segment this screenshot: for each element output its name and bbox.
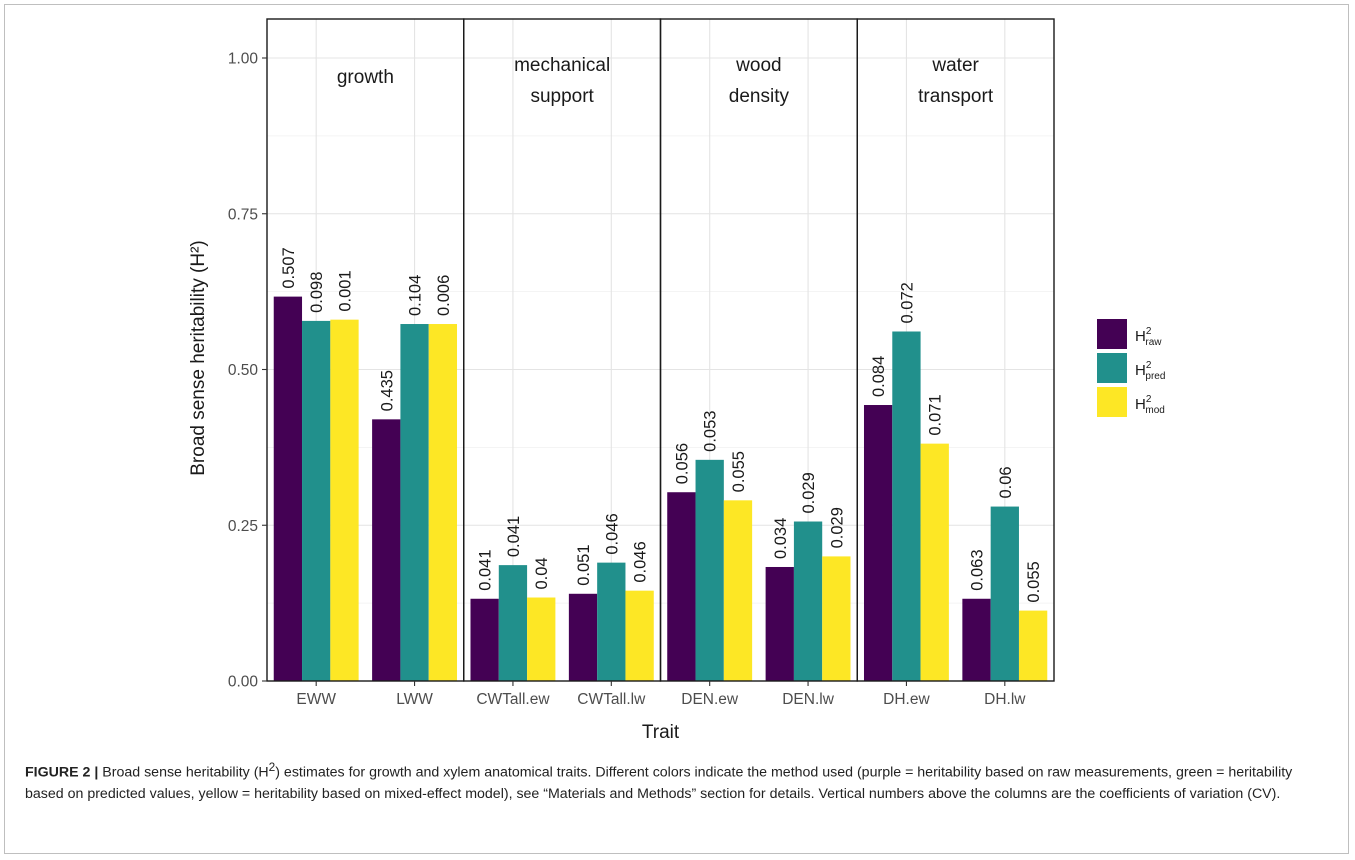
- data-label: 0.507: [280, 247, 298, 288]
- data-label: 0.084: [870, 356, 888, 397]
- bar-DH.lw-0: [962, 598, 991, 681]
- data-label: 0.04: [533, 557, 551, 589]
- bar-DEN.lw-2: [822, 556, 851, 681]
- y-tick-label: 0.00: [228, 674, 259, 691]
- bar-EWW-0: [273, 296, 303, 681]
- data-label: 0.063: [969, 549, 987, 590]
- facet-label: support: [530, 86, 594, 107]
- data-label: 0.046: [603, 513, 621, 554]
- caption-label: FIGURE 2 |: [25, 764, 99, 781]
- data-label: 0.055: [730, 451, 748, 492]
- bar-LWW-1: [400, 324, 429, 681]
- bar-DH.lw-1: [990, 506, 1019, 681]
- y-axis-title: Broad sense heritability (H²): [188, 240, 209, 475]
- data-label: 0.029: [828, 507, 846, 548]
- figure-caption: FIGURE 2 | Broad sense heritability (H2)…: [25, 757, 1325, 805]
- bar-CWTall.ew-0: [470, 598, 499, 681]
- data-label: 0.072: [898, 282, 916, 323]
- bar-LWW-2: [428, 324, 458, 681]
- bar-DEN.ew-2: [723, 500, 753, 681]
- bar-LWW-0: [372, 419, 401, 681]
- data-label: 0.029: [800, 472, 818, 513]
- data-label: 0.071: [927, 394, 945, 435]
- legend-label: H2 pred: [1135, 360, 1165, 382]
- data-label: 0.041: [477, 549, 495, 590]
- bar-CWTall.ew-2: [527, 597, 556, 681]
- x-tick-label: DEN.ew: [681, 691, 739, 708]
- bar-DH.ew-1: [892, 331, 921, 681]
- x-tick-label: EWW: [296, 691, 336, 708]
- legend-label: H2 mod: [1135, 394, 1165, 416]
- legend-label: H2 raw: [1135, 326, 1162, 348]
- legend-key: [1097, 387, 1127, 417]
- facet-label: density: [729, 86, 790, 107]
- data-label: 0.104: [407, 275, 425, 316]
- y-tick-label: 0.25: [228, 518, 258, 535]
- facet-label: water: [931, 55, 979, 76]
- caption-sup: 2: [268, 760, 276, 774]
- data-label: 0.051: [575, 544, 593, 585]
- x-tick-label: CWTall.lw: [577, 691, 646, 708]
- legend-key: [1097, 319, 1127, 349]
- bar-DH.ew-2: [920, 443, 949, 681]
- facet-label: wood: [735, 55, 781, 76]
- data-label: 0.098: [308, 272, 326, 313]
- bar-EWW-2: [330, 319, 359, 681]
- bar-DEN.lw-0: [765, 566, 794, 681]
- data-label: 0.435: [378, 370, 396, 411]
- facet-panel-border: [856, 18, 1055, 682]
- y-tick-label: 1.00: [228, 51, 259, 68]
- bar-CWTall.lw-2: [625, 590, 654, 681]
- x-tick-label: DEN.lw: [782, 691, 834, 708]
- bar-CWTall.ew-1: [498, 565, 528, 681]
- bar-CWTall.lw-1: [597, 562, 626, 681]
- data-label: 0.046: [632, 541, 650, 582]
- y-tick-label: 0.50: [228, 362, 259, 379]
- data-label: 0.053: [702, 411, 720, 452]
- bar-CWTall.lw-0: [568, 593, 598, 681]
- x-axis-title: Trait: [642, 722, 680, 743]
- facet-label: mechanical: [514, 55, 610, 76]
- x-tick-label: DH.lw: [984, 691, 1026, 708]
- data-label: 0.001: [336, 270, 354, 311]
- caption-text-b: ) estimates for growth and xylem anatomi…: [25, 764, 1293, 802]
- data-label: 0.055: [1025, 561, 1043, 602]
- figure-frame: 0.507 0.098 0.001 0.435 0.104 0.006 0.041 0.041…: [4, 4, 1349, 854]
- y-tick-label: 0.75: [228, 206, 258, 223]
- facet-label: growth: [337, 67, 394, 88]
- bar-DH.ew-0: [863, 405, 893, 681]
- bar-EWW-1: [302, 320, 331, 681]
- data-label: 0.006: [435, 275, 453, 316]
- data-label: 0.034: [772, 518, 790, 559]
- x-tick-label: LWW: [396, 691, 433, 708]
- legend-key: [1097, 353, 1127, 383]
- bar-DEN.lw-1: [793, 521, 823, 681]
- data-label: 0.056: [673, 443, 691, 484]
- x-tick-label: DH.ew: [883, 691, 930, 708]
- bar-DH.lw-2: [1018, 610, 1048, 681]
- data-label: 0.06: [997, 466, 1015, 498]
- facet-label: transport: [918, 86, 994, 107]
- data-label: 0.041: [505, 516, 523, 557]
- bar-DEN.ew-1: [695, 459, 724, 681]
- bar-DEN.ew-0: [667, 492, 696, 681]
- x-tick-label: CWTall.ew: [476, 691, 550, 708]
- caption-text-a: Broad sense heritability (H: [98, 764, 269, 781]
